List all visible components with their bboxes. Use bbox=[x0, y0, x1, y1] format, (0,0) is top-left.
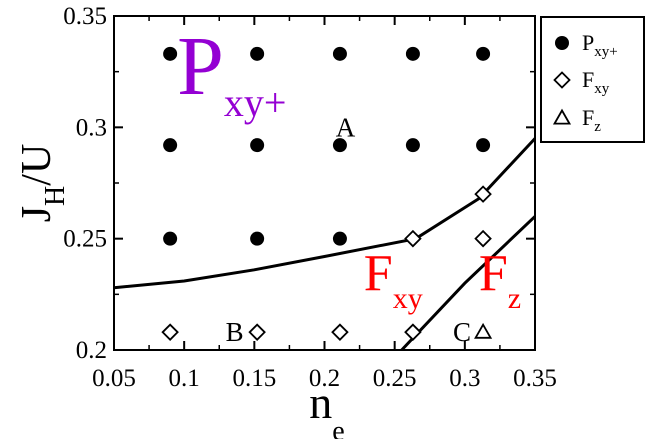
legend-marker bbox=[553, 71, 571, 89]
data-point-circle bbox=[332, 46, 347, 61]
data-point-circle bbox=[250, 46, 265, 61]
chart-text: ne JH/U A B C Pxy+ Fxy Fz bbox=[14, 20, 521, 439]
data-point-circle bbox=[163, 46, 178, 61]
data-point-circle bbox=[332, 138, 347, 153]
legend-label: Fz bbox=[582, 105, 601, 135]
data-point-circle bbox=[476, 46, 491, 61]
y-tick-label: 0.2 bbox=[76, 337, 107, 364]
x-tick-label: 0.1 bbox=[169, 365, 200, 392]
x-axis-label: ne bbox=[309, 377, 344, 439]
y-tick-label: 0.25 bbox=[63, 226, 107, 253]
data-point-diamond bbox=[248, 323, 266, 341]
data-point-diamond bbox=[331, 323, 349, 341]
data-point-diamond bbox=[474, 185, 492, 203]
legend-label: Pxy+ bbox=[582, 30, 618, 60]
data-point-diamond bbox=[404, 229, 422, 248]
y-axis-label: JH/U bbox=[14, 144, 71, 223]
point-annotation: A bbox=[336, 112, 356, 142]
data-point-circle bbox=[163, 138, 178, 153]
data-point-circle bbox=[250, 138, 265, 153]
phase-label: Pxy+ bbox=[177, 20, 286, 125]
y-tick-label: 0.3 bbox=[76, 114, 107, 141]
legend-marker bbox=[555, 36, 569, 50]
axis-ticks: 0.05 0.1 0.15 0.2 0.25 0.3 0.35 0.2 0.25 0.3 0.35 bbox=[63, 3, 557, 392]
legend-label: Fxy bbox=[582, 67, 610, 97]
data-point-circle bbox=[476, 138, 491, 153]
y-tick-label: 0.35 bbox=[63, 3, 107, 30]
x-tick-label: 0.25 bbox=[373, 365, 417, 392]
data-markers bbox=[161, 46, 493, 341]
data-point-circle bbox=[405, 46, 420, 61]
data-point-diamond bbox=[161, 323, 179, 341]
phase-boundary-line bbox=[400, 215, 537, 352]
phase-label: Fz bbox=[479, 245, 521, 315]
data-point-circle bbox=[405, 138, 420, 153]
data-point-diamond bbox=[404, 323, 422, 341]
phase-boundary-line bbox=[113, 137, 537, 290]
data-point-circle bbox=[332, 231, 347, 246]
data-point-circle bbox=[250, 231, 265, 246]
data-point-diamond bbox=[474, 229, 492, 248]
point-annotation: C bbox=[453, 317, 471, 347]
x-tick-label: 0.2 bbox=[309, 365, 340, 392]
x-tick-label: 0.15 bbox=[232, 365, 276, 392]
phase-boundaries bbox=[113, 137, 537, 352]
legend: Pxy+ Fxy Fz bbox=[540, 16, 645, 143]
point-annotation: B bbox=[226, 317, 244, 347]
x-tick-label: 0.35 bbox=[513, 365, 557, 392]
legend-marker bbox=[552, 108, 572, 125]
phase-label: Fxy bbox=[364, 245, 423, 315]
x-tick-label: 0.05 bbox=[92, 365, 136, 392]
data-point-triangle bbox=[474, 322, 493, 339]
x-tick-label: 0.3 bbox=[449, 365, 480, 392]
data-point-circle bbox=[163, 231, 178, 246]
